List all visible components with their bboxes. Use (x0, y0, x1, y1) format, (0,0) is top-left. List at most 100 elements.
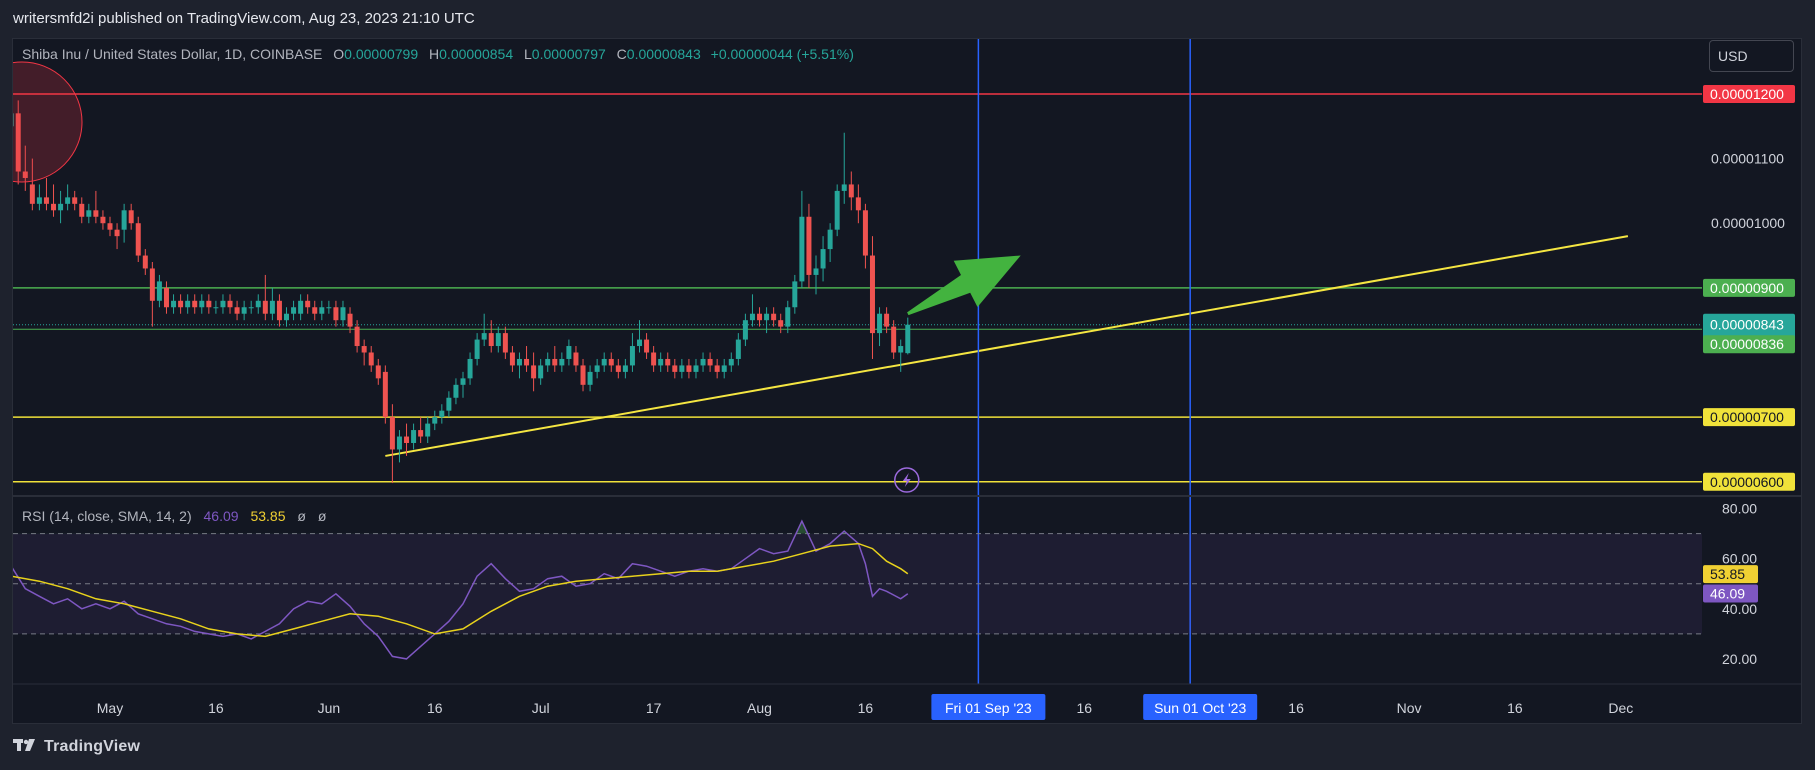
candle (58, 190, 64, 224)
candle-body (22, 171, 28, 178)
candle (213, 300, 219, 314)
candle (707, 352, 713, 372)
rsi-line (13, 519, 909, 660)
candle (771, 307, 777, 327)
prev-close-tag: 0.00000836 (1703, 335, 1795, 354)
candle (319, 300, 325, 321)
candle-body (319, 307, 325, 314)
candle (276, 294, 282, 327)
candle-body (693, 365, 699, 372)
candle-body (199, 300, 205, 308)
publish-info: writersmfd2i published on TradingView.co… (13, 10, 475, 27)
candle-body (206, 300, 212, 308)
candle (848, 171, 854, 211)
candle-body (594, 365, 600, 372)
candle (686, 358, 692, 379)
candle-body (65, 197, 71, 204)
candle (566, 339, 572, 366)
candle (629, 333, 635, 372)
candle-body (326, 307, 332, 309)
candle (439, 404, 445, 424)
candle-body (51, 203, 57, 211)
candle (298, 294, 304, 321)
candle-body (220, 300, 226, 308)
candle-body (234, 307, 240, 314)
time-tick-label: 16 (858, 700, 874, 716)
candle-body (905, 324, 911, 354)
candle-body (629, 346, 635, 366)
candle (559, 352, 565, 372)
time-tick-label: 16 (208, 700, 224, 716)
candle (375, 358, 381, 385)
candle-body (820, 249, 826, 269)
vertical-markers (977, 39, 1191, 684)
candle (806, 203, 812, 288)
symbol-title: Shiba Inu / United States Dollar, 1D, CO… (22, 46, 323, 62)
candle-body (749, 313, 755, 321)
candle-body (185, 300, 191, 308)
level-tag-bg (1703, 278, 1795, 297)
time-tick-label: 16 (427, 700, 443, 716)
chart-frame[interactable] (12, 38, 1802, 724)
candle (573, 346, 579, 372)
candle-body (481, 333, 487, 340)
candle (13, 113, 14, 127)
candle (608, 352, 614, 372)
candle-body (453, 384, 459, 398)
horizontal-levels (13, 93, 1702, 483)
candle-body (171, 300, 177, 308)
candle-body (792, 281, 798, 308)
price-tick-label: 0.00001000 (1711, 215, 1785, 231)
level-tag-text: 0.00000600 (1710, 474, 1784, 490)
candle (742, 313, 748, 347)
candle-body (622, 365, 628, 372)
candle-body (559, 358, 565, 366)
date-marker-text: Fri 01 Sep '23 (945, 700, 1032, 716)
candle-body (531, 365, 537, 379)
candle (178, 294, 184, 314)
candle-body (36, 197, 42, 204)
candle-body (509, 352, 515, 366)
candle-body (227, 300, 233, 308)
candle-body (333, 307, 339, 321)
rsi-ma-legend-value: 53.85 (250, 508, 286, 524)
candle-body (495, 333, 501, 347)
candle-body (276, 300, 282, 321)
candle-body (425, 423, 431, 437)
candle-body (877, 313, 883, 334)
candle (72, 190, 78, 211)
candle-body (827, 229, 833, 250)
candle-body (785, 307, 791, 327)
candle-body (651, 352, 657, 366)
candle (382, 365, 388, 424)
candle-body (855, 197, 861, 211)
currency-button[interactable]: USD (1709, 40, 1794, 72)
candle-body (15, 113, 21, 172)
candle-body (178, 300, 184, 308)
time-tick-label: 16 (1507, 700, 1523, 716)
candle-body (587, 371, 593, 385)
candle (404, 423, 410, 456)
last-price-text: 0.00000843 (1710, 317, 1784, 333)
candle (757, 307, 763, 327)
time-tick-label: Nov (1397, 700, 1422, 716)
candle-body (601, 358, 607, 366)
tradingview-logo[interactable]: TradingView (13, 738, 140, 756)
candle (855, 184, 861, 224)
candle-body (672, 365, 678, 372)
candle-body (58, 203, 64, 211)
candle-body (192, 300, 198, 308)
candle (524, 346, 530, 372)
time-tick-label: 16 (1288, 700, 1304, 716)
candle (284, 307, 289, 327)
candle (128, 203, 134, 230)
candle (580, 358, 586, 392)
candle-body (679, 365, 685, 372)
level-tag-text: 0.00000700 (1710, 409, 1784, 425)
candle (248, 300, 254, 314)
candle (347, 307, 353, 334)
candle (446, 391, 452, 418)
candle (333, 300, 339, 327)
candle (312, 300, 318, 321)
